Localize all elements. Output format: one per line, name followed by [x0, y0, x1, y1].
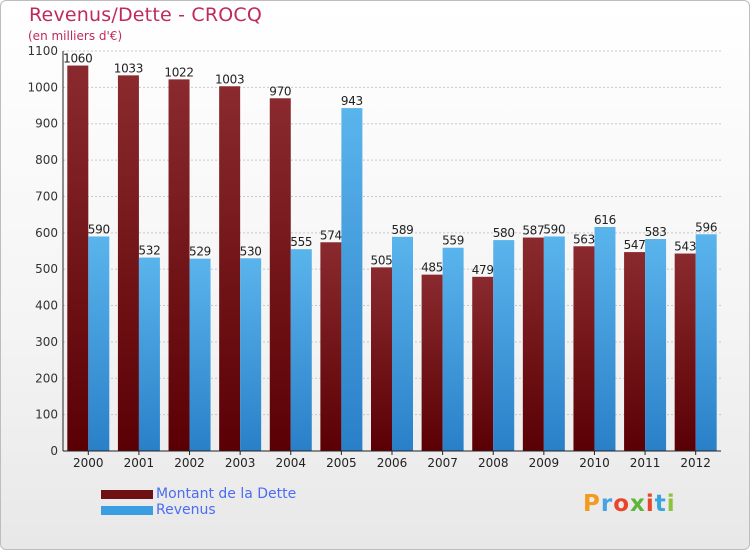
dette-bar [674, 253, 696, 451]
y-tick-label: 300 [35, 335, 58, 349]
revenus-bar [341, 108, 363, 451]
logo-letter: x [630, 491, 646, 517]
x-tick-label: 2010 [579, 456, 610, 470]
revenus-value-label: 555 [290, 235, 312, 249]
revenus-bar [442, 247, 464, 451]
x-tick-label: 2004 [275, 456, 306, 470]
dette-value-label: 547 [624, 238, 646, 252]
proxiti-logo: Proxiti [583, 491, 676, 517]
revenus-bar [138, 257, 160, 451]
dette-bar [67, 65, 89, 451]
dette-bar [421, 274, 443, 451]
revenus-bar [189, 258, 211, 451]
y-tick-label: 100 [35, 408, 58, 422]
dette-value-label: 587 [522, 224, 544, 238]
y-tick-label: 1100 [27, 44, 58, 58]
revenus-bar [695, 234, 717, 451]
x-tick-label: 2003 [225, 456, 256, 470]
dette-bar [269, 98, 291, 451]
revenus-bar [240, 258, 262, 451]
revenus-bar [290, 249, 312, 451]
x-tick-label: 2005 [326, 456, 357, 470]
y-tick-label: 200 [35, 371, 58, 385]
revenus-value-label: 583 [645, 225, 667, 239]
legend-swatch-dette [101, 490, 153, 499]
dette-value-label: 1003 [215, 72, 244, 86]
dette-bar [624, 252, 646, 451]
y-tick-label: 0 [50, 444, 58, 458]
logo-letter: i [645, 491, 655, 517]
logo-letter: i [666, 491, 676, 517]
dette-bar [371, 267, 392, 451]
dette-value-label: 505 [370, 253, 392, 267]
dette-value-label: 543 [674, 240, 696, 254]
revenus-value-label: 590 [88, 222, 110, 236]
x-tick-label: 2009 [529, 456, 560, 470]
revenus-value-label: 559 [442, 234, 464, 248]
x-tick-label: 2006 [377, 456, 408, 470]
x-tick-label: 2008 [478, 456, 509, 470]
y-tick-label: 700 [35, 189, 58, 203]
dette-value-label: 485 [421, 261, 443, 275]
dette-bar [573, 246, 595, 451]
logo-letter: o [613, 491, 631, 517]
dette-bar [522, 237, 544, 451]
y-tick-label: 1000 [27, 80, 58, 94]
revenus-value-label: 530 [240, 244, 262, 258]
dette-value-label: 970 [269, 84, 291, 98]
dette-bar [472, 276, 494, 451]
dette-bar [219, 86, 241, 451]
revenus-value-label: 943 [341, 94, 363, 108]
x-tick-label: 2011 [630, 456, 661, 470]
dette-value-label: 1033 [114, 61, 143, 75]
legend-label-revenus: Revenus [156, 502, 216, 518]
x-tick-label: 2007 [427, 456, 458, 470]
revenus-bar [645, 239, 667, 451]
y-tick-label: 500 [35, 262, 58, 276]
dette-value-label: 574 [320, 228, 342, 242]
legend-swatch-revenus [101, 506, 153, 515]
revenus-value-label: 616 [594, 213, 616, 227]
logo-letter: r [600, 491, 614, 517]
revenus-value-label: 590 [543, 222, 565, 236]
chart-title: Revenus/Dette - CROCQ [29, 4, 263, 26]
dette-value-label: 563 [573, 232, 595, 246]
x-tick-label: 2000 [73, 456, 104, 470]
dette-bar [320, 242, 342, 451]
y-tick-label: 400 [35, 299, 58, 313]
revenus-bar [392, 236, 413, 451]
logo-letter: t [654, 491, 667, 517]
dette-value-label: 479 [472, 263, 494, 277]
y-tick-label: 600 [35, 226, 58, 240]
dette-value-label: 1022 [164, 65, 193, 79]
dette-value-label: 1060 [63, 52, 92, 66]
x-tick-label: 2012 [680, 456, 711, 470]
x-tick-label: 2002 [174, 456, 205, 470]
revenus-bar [493, 240, 515, 451]
revenus-bar [543, 236, 565, 451]
x-tick-label: 2001 [124, 456, 155, 470]
revenus-value-label: 580 [493, 226, 515, 240]
revenus-bar [594, 227, 616, 451]
revenus-value-label: 532 [138, 244, 160, 258]
revenus-value-label: 589 [391, 223, 413, 237]
revenus-value-label: 529 [189, 245, 211, 259]
logo-letter: P [583, 491, 601, 517]
y-tick-label: 900 [35, 117, 58, 131]
revenus-value-label: 596 [695, 220, 717, 234]
y-tick-label: 800 [35, 153, 58, 167]
dette-bar [117, 75, 139, 451]
dette-bar [168, 79, 190, 451]
legend-label-dette: Montant de la Dette [156, 486, 297, 502]
chart-subtitle: (en milliers d'€) [28, 29, 123, 43]
revenus-bar [88, 236, 110, 451]
